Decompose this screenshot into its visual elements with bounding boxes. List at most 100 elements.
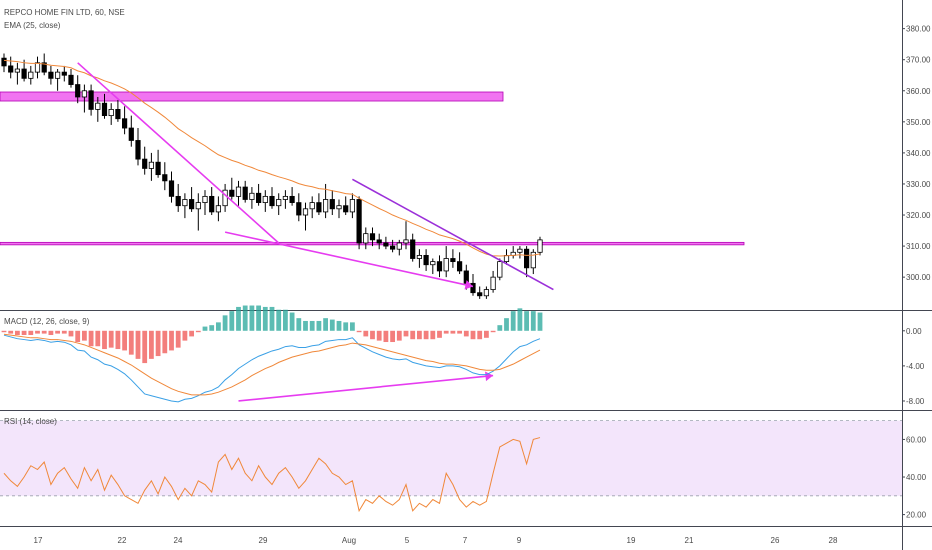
- resistance-zone: [0, 91, 504, 102]
- candle-body: [530, 251, 536, 269]
- candle-body: [269, 195, 275, 207]
- time-axis-label: 9: [517, 536, 522, 545]
- price-axis-label: 370.00: [906, 56, 931, 65]
- histogram-bar: [155, 330, 161, 357]
- macd-axis-label: -4.00: [906, 362, 925, 371]
- histogram-bar: [28, 330, 34, 336]
- candle-body: [336, 205, 342, 210]
- histogram-bar: [95, 330, 101, 347]
- histogram-bar: [457, 330, 462, 334]
- time-axis-label: 28: [829, 536, 838, 545]
- candle-body: [242, 186, 248, 200]
- histogram-bar: [390, 330, 395, 343]
- histogram-bar: [289, 312, 295, 331]
- time-axis-label: 19: [627, 536, 636, 545]
- time-axis-label: 24: [174, 536, 183, 545]
- candle-body: [470, 282, 476, 294]
- candle-body: [168, 180, 175, 197]
- candle-body: [503, 255, 510, 263]
- candle-body: [430, 261, 436, 266]
- histogram-bar: [336, 320, 342, 331]
- histogram-bar: [202, 326, 208, 331]
- candle-body: [369, 233, 376, 241]
- histogram-bar: [75, 330, 81, 343]
- candle-body: [456, 261, 463, 272]
- candle-body: [155, 161, 161, 176]
- histogram-bar: [122, 330, 127, 351]
- divergence-arrow-macd: [238, 374, 494, 402]
- histogram-bar: [108, 330, 114, 348]
- price-axis-label: 340.00: [906, 149, 931, 158]
- histogram-bar: [417, 330, 422, 340]
- histogram-bar: [135, 330, 141, 359]
- candle-body: [416, 255, 423, 259]
- histogram-bar: [510, 311, 516, 331]
- candle-body: [483, 289, 490, 297]
- histogram-bar: [15, 330, 20, 336]
- candle-body: [128, 127, 134, 141]
- histogram-bar: [236, 306, 241, 331]
- candle-body: [188, 199, 195, 210]
- candle-body: [329, 199, 335, 210]
- candle-body: [262, 195, 268, 203]
- candle-body: [34, 62, 41, 73]
- candle-body: [423, 255, 429, 266]
- candle-body: [349, 199, 356, 213]
- histogram-bar: [82, 330, 87, 341]
- histogram-bar: [423, 330, 429, 340]
- histogram-bar: [490, 330, 496, 333]
- candle-body: [88, 90, 94, 110]
- rsi-legend: RSI (14, close): [4, 417, 57, 426]
- candle-body: [14, 68, 20, 73]
- histogram-bar: [296, 318, 302, 331]
- candle-body: [255, 192, 262, 203]
- candle-body: [122, 118, 128, 129]
- candle-body: [142, 158, 148, 169]
- histogram-bar: [524, 311, 529, 331]
- candle-body: [302, 208, 309, 216]
- histogram-bar: [443, 330, 449, 334]
- candle-body: [115, 109, 121, 120]
- histogram-bar: [175, 330, 181, 348]
- histogram-bar: [316, 320, 322, 331]
- histogram-bar: [403, 330, 409, 337]
- histogram-bar: [249, 305, 255, 331]
- candle-body: [215, 205, 221, 213]
- histogram-bar: [410, 330, 416, 340]
- candle-body: [316, 202, 322, 213]
- candle-body: [249, 192, 255, 200]
- histogram-bar: [189, 330, 194, 337]
- histogram-bar: [128, 330, 134, 355]
- candle-body: [343, 205, 349, 213]
- histogram-bar: [504, 318, 509, 331]
- candle-body: [322, 199, 329, 213]
- candle-body: [524, 248, 530, 269]
- histogram-bar: [115, 330, 121, 350]
- price-axis-label: 320.00: [906, 211, 931, 220]
- candle-body: [41, 62, 47, 73]
- candle-body: [289, 195, 295, 203]
- histogram-bar: [343, 322, 349, 331]
- candle-body: [490, 276, 496, 290]
- histogram-bar: [262, 306, 268, 331]
- price-axis-label: 300.00: [906, 273, 931, 282]
- symbol-title: REPCO HOME FIN LTD, 60, NSE: [4, 8, 125, 17]
- arrow-head: [464, 280, 473, 290]
- histogram-bar: [182, 330, 188, 341]
- candle-body: [497, 261, 503, 278]
- histogram-bar: [323, 318, 328, 331]
- histogram-bar: [1, 330, 7, 333]
- rsi-band: [0, 420, 902, 496]
- candle-body: [148, 161, 154, 169]
- histogram-bar: [329, 319, 335, 331]
- time-axis-label: 21: [685, 536, 694, 545]
- histogram-bar: [102, 330, 107, 350]
- candle-body: [450, 258, 456, 263]
- price-axis-label: 360.00: [906, 87, 931, 96]
- candle-body: [61, 71, 67, 76]
- time-axis-label: 26: [771, 536, 780, 545]
- candle-body: [309, 202, 315, 210]
- histogram-bar: [470, 330, 476, 340]
- histogram-bar: [216, 322, 221, 331]
